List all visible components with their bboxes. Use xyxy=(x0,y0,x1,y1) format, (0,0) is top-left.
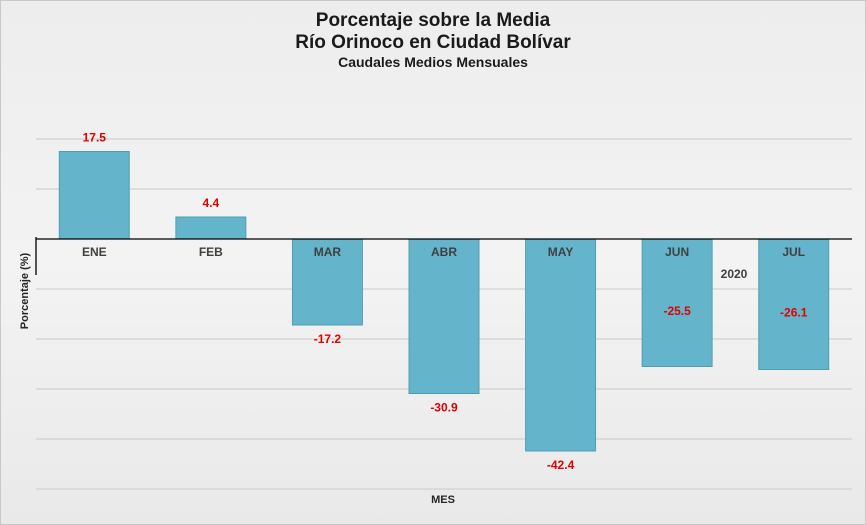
category-label: MAY xyxy=(548,245,574,259)
x-axis-title: MES xyxy=(431,494,455,506)
data-labels: 17.5 4.4 -17.2 -30.9 -42.4 -25.5 -26.1 xyxy=(83,131,808,473)
data-label: -17.2 xyxy=(314,332,342,346)
data-label: -25.5 xyxy=(663,304,691,318)
category-label: FEB xyxy=(199,245,223,259)
chart-subtitle: Río Orinoco en Ciudad Bolívar xyxy=(295,32,571,53)
data-label: -30.9 xyxy=(430,401,458,415)
bar-abr xyxy=(408,238,480,394)
data-label: -42.4 xyxy=(547,458,575,472)
bar-jul xyxy=(758,238,830,370)
bar-ene xyxy=(58,151,130,240)
category-label: ABR xyxy=(431,245,457,259)
data-label: -26.1 xyxy=(780,305,808,319)
chart-subtitle-2: Caudales Medios Mensuales xyxy=(338,54,528,70)
series-label: 2020 xyxy=(721,267,748,281)
category-label: JUL xyxy=(782,245,805,259)
chart-title: Porcentaje sobre la Media xyxy=(315,10,551,31)
bar-jun xyxy=(641,238,713,367)
category-label: MAR xyxy=(314,245,342,259)
y-axis-title: Porcentaje (%) xyxy=(19,252,31,329)
category-label: ENE xyxy=(82,245,107,259)
bar-feb xyxy=(175,216,247,240)
data-label: 4.4 xyxy=(203,196,220,210)
bars xyxy=(58,151,830,452)
bar-may xyxy=(525,238,597,452)
category-label: JUN xyxy=(665,245,689,259)
data-label: 17.5 xyxy=(83,131,107,145)
category-labels: ENE FEB MAR ABR MAY JUN JUL xyxy=(82,245,805,259)
